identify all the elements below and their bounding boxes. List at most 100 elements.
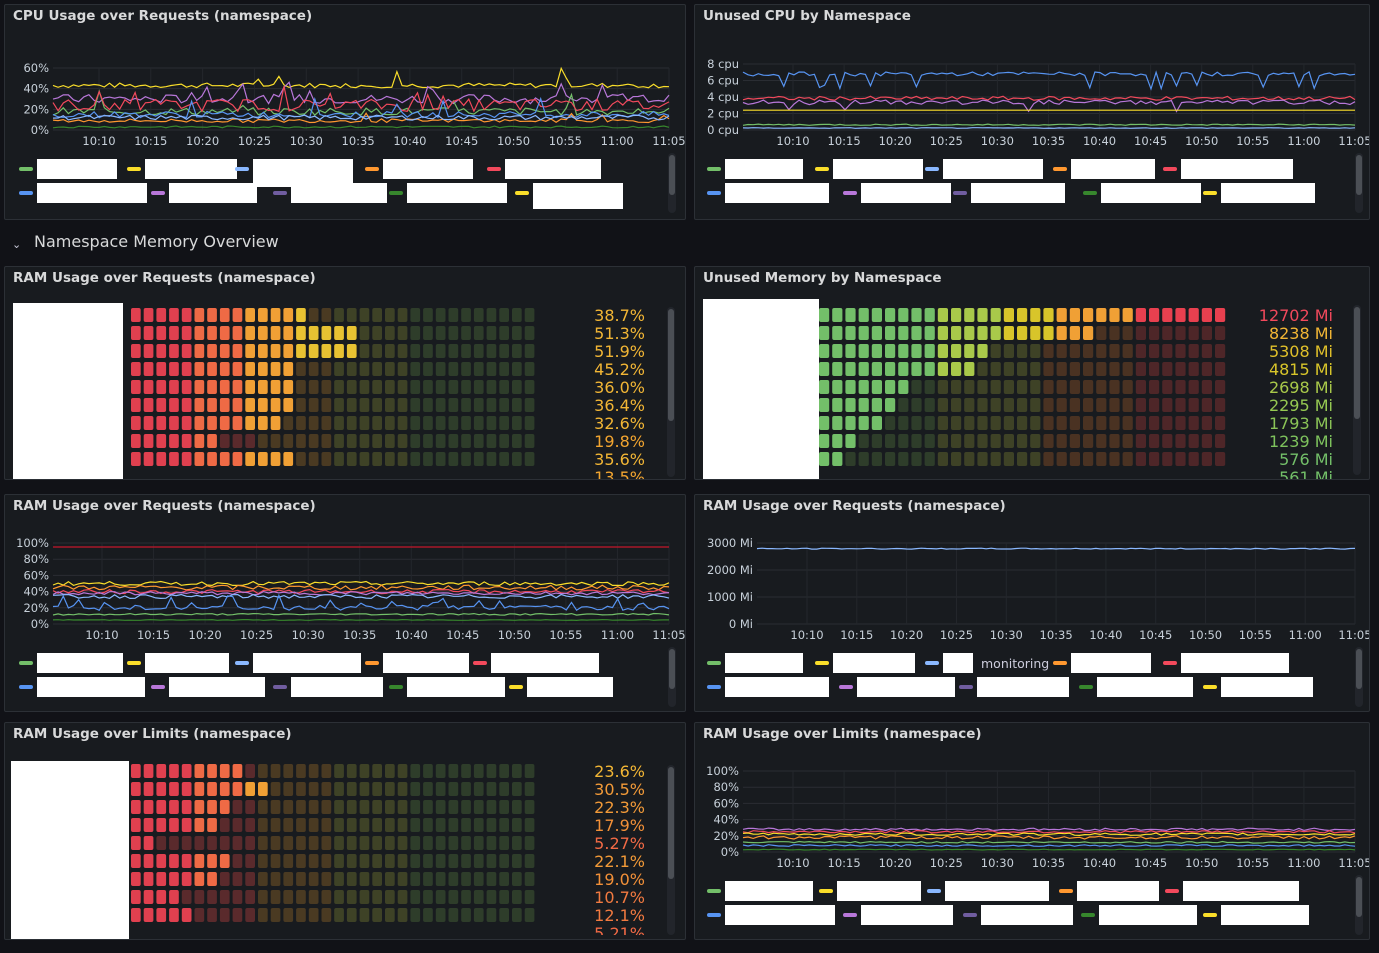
legend-label-redacted[interactable] bbox=[407, 183, 507, 203]
legend-color-swatch[interactable] bbox=[235, 167, 249, 171]
legend-color-swatch[interactable] bbox=[1203, 685, 1217, 689]
legend-color-swatch[interactable] bbox=[815, 661, 829, 665]
legend-label-redacted[interactable] bbox=[1099, 905, 1197, 925]
legend-color-swatch[interactable] bbox=[19, 191, 33, 195]
legend-label-redacted[interactable] bbox=[253, 653, 361, 673]
series-line[interactable] bbox=[742, 829, 1356, 834]
legend-color-swatch[interactable] bbox=[925, 661, 939, 665]
legend-label-redacted[interactable] bbox=[491, 653, 599, 673]
legend-color-swatch[interactable] bbox=[151, 191, 165, 195]
legend-label-redacted[interactable] bbox=[1221, 183, 1315, 203]
legend-label-redacted[interactable] bbox=[1071, 159, 1155, 179]
series-line[interactable] bbox=[742, 848, 1356, 851]
legend-label-redacted[interactable] bbox=[861, 183, 951, 203]
legend-color-swatch[interactable] bbox=[1203, 913, 1217, 917]
legend-label-redacted[interactable] bbox=[37, 677, 145, 697]
legend-color-swatch[interactable] bbox=[815, 167, 829, 171]
legend-label-redacted[interactable] bbox=[145, 159, 237, 179]
scrollbar[interactable] bbox=[668, 309, 674, 421]
legend-label-redacted[interactable] bbox=[533, 183, 623, 209]
legend-label-redacted[interactable] bbox=[945, 881, 1049, 901]
legend-color-swatch[interactable] bbox=[365, 661, 379, 665]
legend-color-swatch[interactable] bbox=[235, 661, 249, 665]
legend-label-redacted[interactable] bbox=[857, 677, 955, 697]
legend-label-redacted[interactable] bbox=[37, 159, 117, 179]
legend-label-redacted[interactable] bbox=[253, 159, 353, 187]
legend-label-redacted[interactable] bbox=[943, 653, 973, 673]
series-line[interactable] bbox=[52, 593, 670, 600]
legend-color-swatch[interactable] bbox=[1081, 913, 1095, 917]
legend-color-swatch[interactable] bbox=[1163, 661, 1177, 665]
legend-label-redacted[interactable] bbox=[971, 183, 1065, 203]
legend-label-redacted[interactable] bbox=[527, 677, 613, 697]
legend-scrollbar[interactable] bbox=[1356, 877, 1362, 917]
series-line[interactable] bbox=[52, 590, 670, 596]
legend-label-redacted[interactable] bbox=[291, 677, 383, 697]
series-line[interactable] bbox=[742, 95, 1356, 101]
legend-label-redacted[interactable] bbox=[1071, 653, 1151, 673]
legend-color-swatch[interactable] bbox=[707, 913, 721, 917]
legend-color-swatch[interactable] bbox=[707, 167, 721, 171]
legend-label-redacted[interactable] bbox=[383, 653, 469, 673]
legend-color-swatch[interactable] bbox=[487, 167, 501, 171]
legend-color-swatch[interactable] bbox=[1059, 889, 1073, 893]
series-line[interactable] bbox=[742, 827, 1356, 832]
series-line[interactable] bbox=[742, 844, 1356, 847]
series-line[interactable] bbox=[756, 547, 1356, 550]
scrollbar[interactable] bbox=[668, 767, 674, 879]
panel-title[interactable]: Unused Memory by Namespace bbox=[703, 270, 942, 286]
series-line[interactable] bbox=[742, 835, 1356, 840]
legend-label-redacted[interactable] bbox=[407, 677, 505, 697]
legend-color-swatch[interactable] bbox=[1079, 685, 1093, 689]
legend-color-swatch[interactable] bbox=[19, 167, 33, 171]
legend-color-swatch[interactable] bbox=[515, 191, 529, 195]
legend-label-redacted[interactable] bbox=[833, 653, 915, 673]
legend-color-swatch[interactable] bbox=[19, 685, 33, 689]
legend-color-swatch[interactable] bbox=[273, 191, 287, 195]
legend-label-redacted[interactable] bbox=[37, 183, 147, 203]
legend-scrollbar[interactable] bbox=[669, 155, 675, 195]
legend-label-redacted[interactable] bbox=[725, 653, 803, 673]
row-title[interactable]: Namespace Memory Overview bbox=[34, 232, 279, 251]
legend-color-swatch[interactable] bbox=[1163, 167, 1177, 171]
legend-color-swatch[interactable] bbox=[1203, 191, 1217, 195]
legend-color-swatch[interactable] bbox=[925, 167, 939, 171]
legend-label-redacted[interactable] bbox=[833, 159, 923, 179]
legend-label-redacted[interactable] bbox=[505, 159, 601, 179]
legend-color-swatch[interactable] bbox=[963, 913, 977, 917]
legend-color-swatch[interactable] bbox=[707, 661, 721, 665]
legend-color-swatch[interactable] bbox=[843, 913, 857, 917]
legend-color-swatch[interactable] bbox=[707, 889, 721, 893]
panel-title[interactable]: RAM Usage over Limits (namespace) bbox=[13, 726, 292, 742]
panel-title[interactable]: RAM Usage over Requests (namespace) bbox=[703, 498, 1006, 514]
legend-label-redacted[interactable] bbox=[1221, 905, 1309, 925]
legend-label-redacted[interactable] bbox=[1181, 159, 1293, 179]
series-line[interactable] bbox=[742, 832, 1356, 837]
legend-color-swatch[interactable] bbox=[473, 661, 487, 665]
series-line[interactable] bbox=[52, 618, 669, 622]
legend-label-redacted[interactable] bbox=[977, 677, 1069, 697]
legend-color-swatch[interactable] bbox=[843, 191, 857, 195]
legend-color-swatch[interactable] bbox=[19, 661, 33, 665]
legend-label-redacted[interactable] bbox=[1097, 677, 1193, 697]
legend-label[interactable]: monitoring bbox=[981, 656, 1050, 671]
legend-label-redacted[interactable] bbox=[837, 881, 921, 901]
legend-label-redacted[interactable] bbox=[725, 159, 803, 179]
panel-title[interactable]: RAM Usage over Requests (namespace) bbox=[13, 270, 316, 286]
legend-label-redacted[interactable] bbox=[1221, 677, 1313, 697]
legend-color-swatch[interactable] bbox=[509, 685, 523, 689]
legend-label-redacted[interactable] bbox=[145, 653, 229, 673]
legend-scrollbar[interactable] bbox=[1356, 155, 1362, 195]
legend-color-swatch[interactable] bbox=[127, 661, 141, 665]
series-line[interactable] bbox=[742, 127, 1356, 129]
legend-color-swatch[interactable] bbox=[819, 889, 833, 893]
legend-color-swatch[interactable] bbox=[151, 685, 165, 689]
legend-color-swatch[interactable] bbox=[389, 191, 403, 195]
legend-color-swatch[interactable] bbox=[959, 685, 973, 689]
legend-color-swatch[interactable] bbox=[1083, 191, 1097, 195]
legend-label-redacted[interactable] bbox=[1181, 653, 1289, 673]
legend-label-redacted[interactable] bbox=[725, 183, 829, 203]
legend-color-swatch[interactable] bbox=[707, 191, 721, 195]
legend-color-swatch[interactable] bbox=[365, 167, 379, 171]
panel-title[interactable]: RAM Usage over Requests (namespace) bbox=[13, 498, 316, 514]
